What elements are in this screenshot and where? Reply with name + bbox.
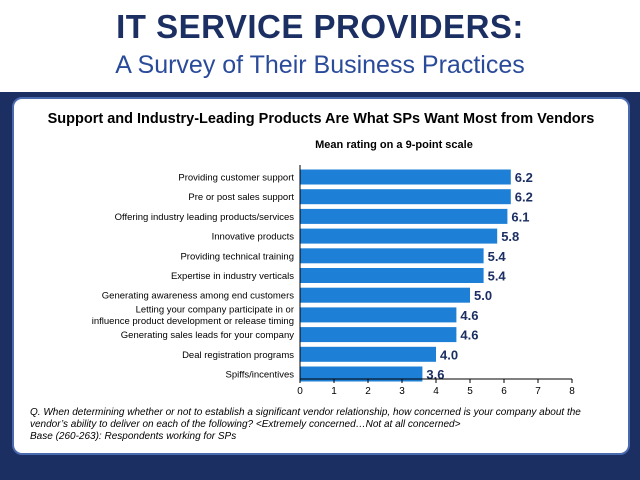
x-tick-label: 0 <box>297 386 303 397</box>
category-label: Offering industry leading products/servi… <box>115 212 295 223</box>
bar-value-label: 4.0 <box>440 347 458 362</box>
bar <box>300 169 511 185</box>
x-tick-label: 6 <box>501 386 507 397</box>
bottom-bar <box>0 458 640 480</box>
category-label: Spiffs/incentives <box>226 370 295 381</box>
bar-value-label: 6.2 <box>515 190 533 205</box>
chart-title: Support and Industry-Leading Products Ar… <box>47 111 595 127</box>
category-label: Providing customer support <box>178 173 294 184</box>
category-label: Expertise in industry verticals <box>171 271 294 282</box>
category-label: Letting your company participate in or <box>136 305 294 316</box>
chart-panel: Support and Industry-Leading Products Ar… <box>12 97 630 455</box>
category-label: Innovative products <box>212 232 295 243</box>
bar <box>300 208 508 224</box>
footnote: Q. When determining whether or not to es… <box>30 407 620 443</box>
bar-value-label: 5.8 <box>501 229 519 244</box>
bar-value-label: 4.6 <box>460 328 478 343</box>
bar <box>300 327 457 343</box>
x-tick-label: 3 <box>399 386 405 397</box>
bar <box>300 228 498 244</box>
slide-title: IT SERVICE PROVIDERS: <box>116 8 524 45</box>
category-label: Providing technical training <box>180 251 294 262</box>
category-label: Deal registration programs <box>182 350 294 361</box>
bar <box>300 346 436 362</box>
bar <box>300 366 423 382</box>
x-tick-label: 1 <box>331 386 337 397</box>
bar <box>300 268 484 283</box>
bar-value-label: 5.4 <box>488 269 507 284</box>
x-tick-label: 8 <box>569 386 575 397</box>
bar <box>300 307 457 323</box>
x-tick-label: 5 <box>467 386 473 397</box>
category-label: Generating awareness among end customers <box>102 291 294 302</box>
bar <box>300 287 470 303</box>
x-tick-label: 7 <box>535 386 541 397</box>
bar-value-label: 6.2 <box>515 170 533 185</box>
category-label: Generating sales leads for your company <box>121 330 294 341</box>
footnote-base: Base (260-263): Respondents working for … <box>30 431 237 442</box>
bar-value-label: 3.6 <box>426 367 444 382</box>
bar-value-label: 6.1 <box>511 209 529 224</box>
bar-value-label: 5.4 <box>488 249 507 264</box>
bar-value-label: 5.0 <box>474 288 492 303</box>
x-tick-label: 2 <box>365 386 371 397</box>
footnote-question-line2: vendor’s ability to deliver on each of t… <box>30 419 461 430</box>
footnote-question-line1: Q. When determining whether or not to es… <box>30 407 581 418</box>
chart-scale-label: Mean rating on a 9-point scale <box>315 139 473 151</box>
category-label: Pre or post sales support <box>188 192 294 203</box>
slide-header: IT SERVICE PROVIDERS: A Survey of Their … <box>0 0 640 92</box>
slide-subtitle: A Survey of Their Business Practices <box>115 51 525 79</box>
bar-chart: 6.2 Providing customer support 6.2 Pre or p… <box>92 165 575 397</box>
x-tick-label: 4 <box>433 386 439 397</box>
bar <box>300 248 484 264</box>
bar <box>300 189 511 205</box>
bar-value-label: 4.6 <box>460 308 478 323</box>
category-label: influence product development or release… <box>92 316 294 327</box>
